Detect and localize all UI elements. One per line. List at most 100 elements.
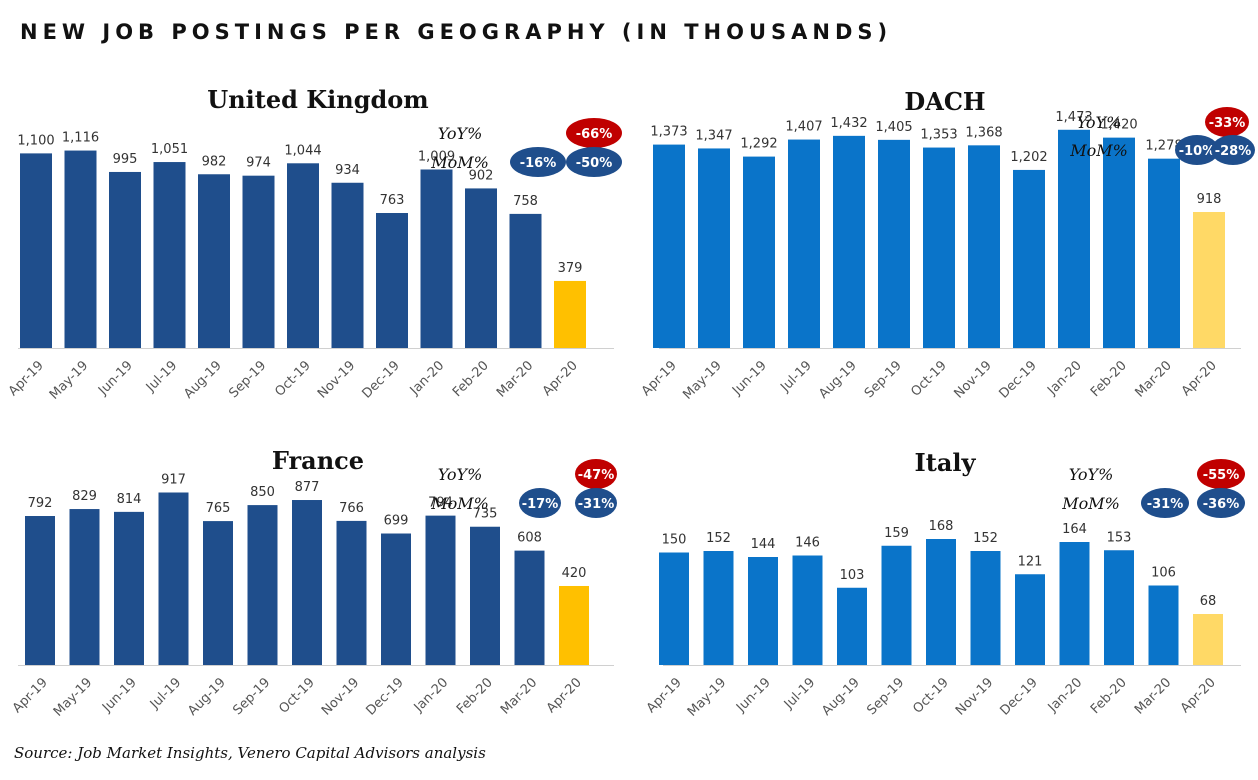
x-tick-label: Sep-19 bbox=[864, 675, 907, 718]
x-tick-label: Apr-20 bbox=[1179, 358, 1220, 399]
x-tick-label: Dec-19 bbox=[359, 358, 402, 401]
x-tick-label: May-19 bbox=[47, 358, 91, 402]
x-tick-label: Jul-19 bbox=[147, 675, 184, 712]
x-tick-label: Mar-20 bbox=[494, 358, 536, 400]
bar-feb-20 bbox=[465, 188, 497, 348]
yoy-badge-shape bbox=[566, 118, 622, 148]
mom-badge-apr-shape bbox=[566, 147, 622, 177]
x-tick-label: Mar-20 bbox=[1132, 358, 1174, 400]
data-label: 1,292 bbox=[740, 137, 777, 152]
x-tick-label: Jan-20 bbox=[411, 675, 452, 716]
data-label: 1,009 bbox=[418, 149, 455, 164]
x-tick-label: May-19 bbox=[680, 358, 724, 402]
data-label: 735 bbox=[473, 507, 498, 522]
yoy-badge-text: -47% bbox=[578, 468, 615, 483]
bar-jun-19 bbox=[748, 557, 778, 665]
mom-badge-mar: -10% bbox=[1175, 135, 1219, 165]
yoy-label: YoY% bbox=[1069, 465, 1114, 484]
yoy-badge: -55% bbox=[1197, 459, 1245, 489]
mom-label: MoM% bbox=[430, 494, 489, 513]
chart-title: DACH bbox=[904, 87, 985, 116]
x-tick-label: Aug-19 bbox=[816, 358, 860, 402]
x-tick-label: Nov-19 bbox=[952, 358, 995, 401]
data-label: 144 bbox=[751, 537, 776, 552]
bar-may-19 bbox=[64, 150, 97, 348]
x-tick-label: Aug-19 bbox=[185, 675, 229, 719]
data-label: 877 bbox=[295, 480, 320, 495]
bar-mar-20 bbox=[514, 550, 545, 665]
data-label: 829 bbox=[72, 489, 97, 504]
data-label: 699 bbox=[384, 514, 409, 529]
bar-apr-20 bbox=[1193, 614, 1223, 665]
x-tick-label: Apr-20 bbox=[1178, 675, 1219, 716]
data-label: 766 bbox=[339, 501, 364, 516]
data-label: 792 bbox=[28, 496, 53, 511]
bar-apr-19 bbox=[659, 552, 689, 665]
bar-sep-19 bbox=[247, 505, 278, 665]
chart-united-kingdom: United Kingdom 1,100 Apr-19 1,116 May-19 995 J… bbox=[6, 85, 622, 403]
mom-badge-mar: -31% bbox=[1141, 488, 1189, 518]
x-tick-label: Nov-19 bbox=[315, 358, 358, 401]
data-label: 763 bbox=[380, 193, 405, 208]
data-label: 379 bbox=[558, 261, 583, 276]
bar-dec-19 bbox=[376, 213, 408, 348]
yoy-label: YoY% bbox=[1077, 113, 1122, 132]
data-label: 420 bbox=[562, 566, 587, 581]
x-tick-label: Apr-20 bbox=[540, 358, 581, 399]
bar-apr-20 bbox=[559, 585, 589, 665]
x-tick-label: Sep-19 bbox=[862, 358, 905, 401]
data-label: 902 bbox=[469, 168, 494, 183]
data-label: 1,051 bbox=[151, 142, 188, 157]
bar-sep-19 bbox=[881, 545, 912, 665]
data-label: 934 bbox=[335, 163, 360, 178]
data-label: 159 bbox=[884, 526, 909, 541]
chart-dach: DACH 1,373 Apr-19 1,347 May-19 1,292 Jun-19 1,4… bbox=[639, 87, 1255, 403]
bar-dec-19 bbox=[381, 533, 411, 665]
bar-may-19 bbox=[698, 148, 730, 348]
data-label: 152 bbox=[706, 531, 731, 546]
mom-badge-mar-shape bbox=[510, 147, 566, 177]
bar-nov-19 bbox=[968, 145, 1000, 348]
bar-feb-20 bbox=[1103, 137, 1135, 348]
bar-aug-19 bbox=[198, 174, 230, 348]
mom-badge-apr-text: -36% bbox=[1203, 497, 1240, 512]
data-label: 850 bbox=[250, 485, 275, 500]
bar-may-19 bbox=[703, 551, 734, 665]
bar-jan-20 bbox=[420, 169, 453, 348]
x-tick-label: Jun-19 bbox=[95, 358, 136, 399]
bar-oct-19 bbox=[923, 147, 955, 348]
bar-dec-19 bbox=[1013, 169, 1045, 348]
bar-jul-19 bbox=[153, 162, 186, 348]
data-label: 152 bbox=[973, 531, 998, 546]
mom-badge-apr-text: -28% bbox=[1215, 144, 1252, 159]
yoy-badge-shape bbox=[575, 459, 617, 489]
x-tick-label: Apr-19 bbox=[644, 675, 685, 716]
data-label: 1,044 bbox=[284, 143, 321, 158]
x-tick-label: Oct-19 bbox=[908, 358, 950, 400]
bar-mar-20 bbox=[509, 213, 542, 348]
data-label: 982 bbox=[202, 154, 227, 169]
data-label: 758 bbox=[513, 194, 538, 209]
x-tick-label: Jun-19 bbox=[729, 358, 770, 399]
mom-badge-apr: -50% bbox=[566, 147, 622, 177]
mom-badge-mar-shape bbox=[1175, 135, 1219, 165]
x-tick-label: Jan-20 bbox=[1044, 358, 1085, 399]
x-tick-label: Feb-20 bbox=[454, 675, 496, 717]
mom-badge-apr-shape bbox=[1211, 135, 1255, 165]
bar-jan-20 bbox=[1058, 129, 1090, 348]
bar-jan-20 bbox=[425, 515, 456, 665]
x-tick-label: Oct-19 bbox=[276, 675, 318, 717]
bar-mar-20 bbox=[1148, 585, 1179, 665]
mom-label: MoM% bbox=[1069, 141, 1128, 160]
x-tick-label: Apr-19 bbox=[6, 358, 47, 399]
x-tick-label: Oct-19 bbox=[272, 358, 314, 400]
bar-oct-19 bbox=[292, 500, 322, 665]
data-label: 1,278 bbox=[1145, 139, 1182, 154]
mom-label: MoM% bbox=[1061, 494, 1120, 513]
x-tick-label: Oct-19 bbox=[910, 675, 952, 717]
bar-jul-19 bbox=[788, 139, 820, 348]
data-label: 164 bbox=[1062, 522, 1087, 537]
data-label: 68 bbox=[1200, 594, 1217, 609]
mom-badge-mar-shape bbox=[519, 488, 561, 518]
bar-jun-19 bbox=[114, 511, 144, 665]
